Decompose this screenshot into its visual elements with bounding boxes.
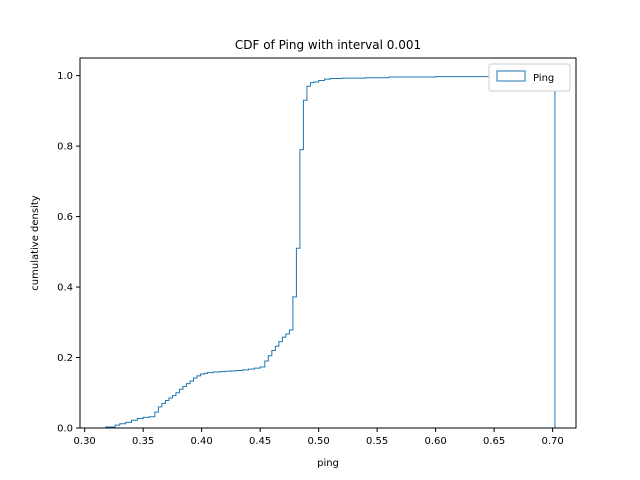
y-tick-label: 1.0 [57, 71, 73, 82]
x-tick-label: 0.65 [483, 436, 505, 447]
x-tick-label: 0.35 [132, 436, 154, 447]
x-tick-label: 0.30 [74, 436, 96, 447]
legend: Ping [488, 63, 571, 92]
x-tick-label: 0.45 [249, 436, 271, 447]
legend-swatch [496, 70, 526, 82]
x-tick-label: 0.60 [424, 436, 446, 447]
legend-label-ping: Ping [533, 73, 554, 84]
y-tick-label: 0.4 [57, 283, 73, 294]
y-tick-label: 0.6 [57, 212, 73, 223]
axes-frame [79, 57, 577, 429]
cdf-step-line [102, 75, 556, 429]
x-tick-label: 0.50 [308, 436, 330, 447]
chart-title: CDF of Ping with interval 0.001 [235, 38, 421, 52]
y-tick-label: 0.2 [57, 353, 73, 364]
x-tick-label: 0.40 [191, 436, 213, 447]
y-tick-label: 0.8 [57, 142, 73, 153]
y-axis-label: cumulative density [30, 195, 41, 291]
y-axis-ticks: 0.0 0.2 0.4 0.6 0.8 1.0 [57, 71, 80, 435]
x-axis-ticks: 0.30 0.35 0.40 0.45 0.50 0.55 0.60 0.65 0.70 [74, 428, 564, 447]
y-tick-label: 0.0 [57, 424, 73, 435]
plot-area: 0.30 0.35 0.40 0.45 0.50 0.55 0.60 0.65 0.70 0.0… [57, 57, 577, 447]
axes-background [80, 58, 576, 428]
x-tick-label: 0.55 [366, 436, 388, 447]
x-tick-label: 0.70 [541, 436, 563, 447]
series-layer [102, 75, 556, 429]
x-axis-label: ping [317, 458, 339, 469]
legend-box [488, 63, 571, 92]
